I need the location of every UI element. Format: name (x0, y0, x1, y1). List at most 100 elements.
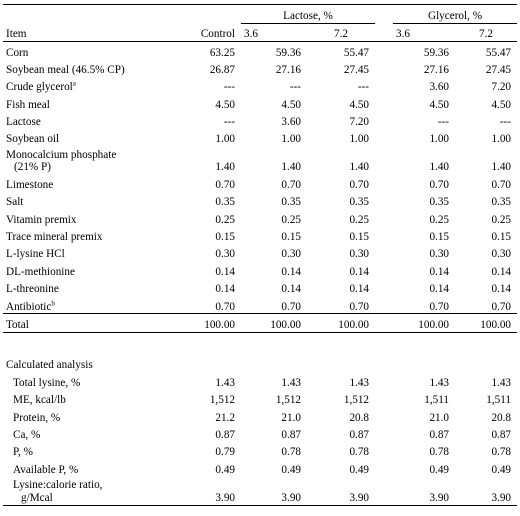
analysis-value: 3.90 (455, 476, 518, 506)
total-value: 100.00 (393, 313, 456, 333)
ingredient-value: 1.00 (281, 133, 301, 146)
ingredient-row: Limestone 0.70 0.70 0.70 0.70 0.70 (3, 174, 517, 191)
glycerol-level-header: 7.2 (455, 23, 518, 42)
analysis-value: 0.87 (349, 428, 370, 441)
ingredient-row: Monocalcium phosphate (21% P) 1.40 1.40 1.40… (3, 146, 517, 174)
ingredient-value: 59.36 (423, 46, 450, 59)
gap-cell (375, 112, 393, 129)
ingredient-row: Trace mineral premix 0.15 0.15 0.15 0.15 0.15 (3, 227, 517, 244)
ingredient-row: Fish meal 4.50 4.50 4.50 4.50 4.50 (3, 94, 517, 111)
ingredient-value: 0.70 (429, 178, 450, 191)
ingredient-row: DL-methionine 0.14 0.14 0.14 0.14 0.14 (3, 261, 517, 278)
ingredient-value: 0.14 (349, 283, 370, 296)
analysis-value: 0.79 (215, 446, 235, 459)
ingredient-value: 55.47 (343, 46, 370, 59)
ingredient-label: Trace mineral premix (6, 231, 103, 244)
analysis-value: 0.49 (429, 463, 450, 476)
ingredient-value: 0.30 (281, 248, 301, 261)
gap-cell (375, 42, 393, 60)
ingredient-label: L-lysine HCl (6, 248, 65, 261)
analysis-row: Lysine:calorie ratio, g/Mcal 3.90 3.90 3.90 3… (3, 476, 518, 506)
analysis-value: 1.43 (429, 376, 450, 389)
analysis-row: Ca, % 0.87 0.87 0.87 0.87 0.87 (3, 424, 517, 441)
analysis-value: 20.8 (349, 411, 370, 424)
ingredient-value: 1.00 (349, 133, 370, 146)
analysis-row: Protein, % 21.2 21.0 20.8 21.0 20.8 (3, 407, 517, 424)
analysis-label: Protein, % (13, 411, 61, 424)
ingredient-row: Crude glycerola --- --- --- 3.60 7.20 (3, 77, 517, 94)
gap-cell (375, 476, 394, 506)
total-row: Total 100.00 100.00 100.00 100.00 100.00 (3, 313, 518, 333)
ingredient-value: 0.15 (281, 231, 301, 244)
analysis-value: 0.87 (215, 428, 235, 441)
lactose-level-header: 3.6 (241, 23, 307, 42)
analysis-value: 0.49 (491, 463, 512, 476)
analysis-value: 3.90 (307, 476, 376, 506)
gap-cell (375, 372, 393, 389)
ingredient-row: Lactose --- 3.60 7.20 --- --- (3, 112, 517, 129)
ingredient-label: Limestone (6, 178, 54, 191)
ingredient-value: 4.50 (491, 98, 512, 111)
gap-cell (375, 407, 393, 424)
total-value: 100.00 (455, 313, 518, 333)
ingredient-row: L-lysine HCl 0.30 0.30 0.30 0.30 0.30 (3, 244, 517, 261)
analysis-body: Calculated analysis (3, 332, 517, 372)
ingredient-value: 0.30 (491, 248, 512, 261)
spacer (3, 332, 517, 355)
analysis-value: 0.87 (429, 428, 450, 441)
analysis-value: 0.78 (491, 446, 512, 459)
analysis-value: 0.49 (215, 463, 235, 476)
gap-cell (375, 227, 393, 244)
gap-cell (375, 209, 393, 226)
ingredient-value: 0.15 (429, 231, 450, 244)
glycerol-level-header: 3.6 (393, 23, 456, 42)
ingredient-row: Soybean oil 1.00 1.00 1.00 1.00 1.00 (3, 129, 517, 146)
analysis-title-row: Calculated analysis (3, 355, 517, 372)
ingredient-row: Salt 0.35 0.35 0.35 0.35 0.35 (3, 192, 517, 209)
ingredient-row: L-threonine 0.14 0.14 0.14 0.14 0.14 (3, 279, 517, 296)
ingredient-value: 1.00 (491, 133, 512, 146)
analysis-value: 1,512 (275, 394, 301, 407)
ingredient-value: --- (289, 81, 301, 94)
ingredient-value: 7.20 (491, 81, 512, 94)
ingredient-value: 0.35 (215, 196, 235, 209)
ingredient-value: --- (223, 116, 235, 129)
analysis-label: P, % (13, 446, 33, 459)
ingredient-value: 3.60 (281, 116, 301, 129)
gap-cell (375, 244, 393, 261)
analysis-label: ME, kcal/lb (13, 394, 66, 407)
ingredient-value: 0.15 (491, 231, 512, 244)
ingredient-value: 0.14 (429, 283, 450, 296)
gap-cell (375, 146, 393, 174)
item-column-header: Item (3, 23, 169, 42)
ingredient-value: 27.45 (485, 63, 512, 76)
ingredient-value: 0.35 (281, 196, 301, 209)
analysis-value: 20.8 (491, 411, 512, 424)
gap-cell (375, 129, 393, 146)
ingredient-value: 3.60 (429, 81, 450, 94)
ingredient-value: 0.14 (349, 265, 370, 278)
ingredient-value: 26.87 (209, 63, 235, 76)
analysis-value: 1,511 (486, 394, 512, 407)
ingredient-value: 4.50 (349, 98, 370, 111)
ingredient-value: 0.70 (491, 178, 512, 191)
ingredient-value: 1.40 (349, 161, 370, 174)
ingredient-value: 0.70 (491, 300, 512, 313)
ingredient-value: 63.25 (209, 46, 235, 59)
ingredient-value: 55.47 (485, 46, 512, 59)
ingredient-label: Lactose (6, 116, 41, 129)
ingredient-value: 0.14 (491, 265, 512, 278)
gap-cell (375, 192, 393, 209)
ingredient-row: Vitamin premix 0.25 0.25 0.25 0.25 0.25 (3, 209, 517, 226)
gap-cell (375, 459, 393, 476)
analysis-value: 1.43 (349, 376, 370, 389)
total-value: 100.00 (241, 313, 307, 333)
ingredient-value: 1.40 (215, 161, 235, 174)
ingredient-value: 0.30 (349, 248, 370, 261)
ingredient-value: 0.70 (281, 300, 301, 313)
gap-cell (375, 279, 393, 296)
analysis-value: 3.90 (169, 476, 241, 506)
ingredient-value: 0.14 (281, 283, 301, 296)
ingredient-value: 0.15 (349, 231, 370, 244)
